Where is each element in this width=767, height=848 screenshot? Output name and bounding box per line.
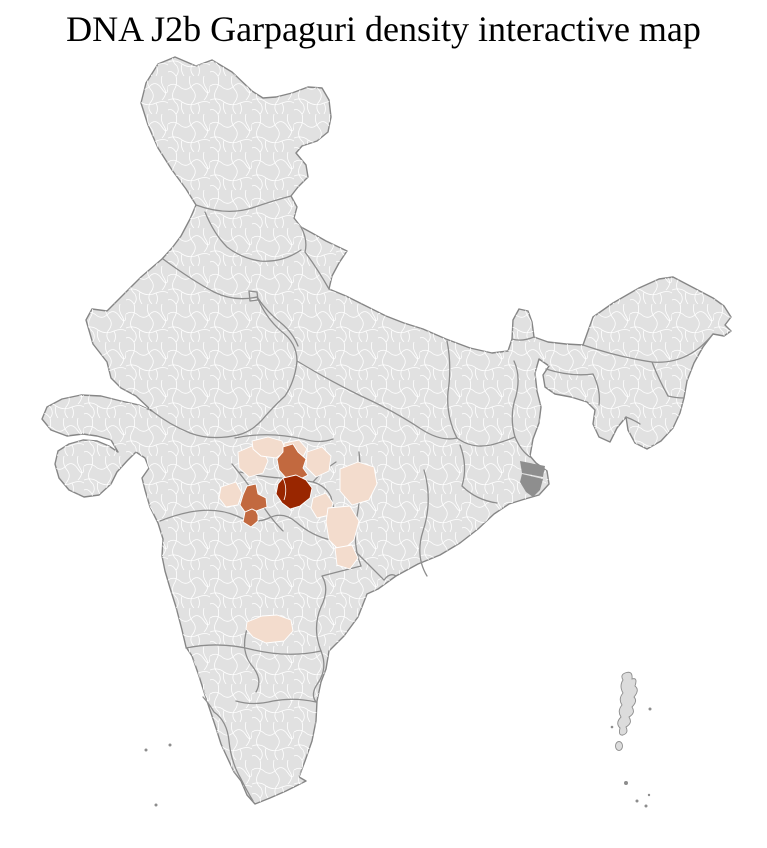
state-line — [514, 436, 531, 458]
sundarbans-patch — [520, 461, 545, 477]
state-line — [204, 211, 302, 262]
andaman-nicobar-islands — [610, 671, 652, 808]
districts-medium-density — [239, 443, 309, 528]
state-line — [315, 565, 362, 652]
districts-high-density — [275, 474, 313, 510]
island-dot — [610, 725, 614, 729]
island-dot — [154, 803, 158, 807]
state-line — [235, 698, 317, 705]
island — [615, 741, 623, 751]
state-line — [185, 644, 322, 655]
state-line — [234, 434, 334, 443]
districts-low-density — [218, 436, 378, 644]
state-line — [202, 696, 254, 802]
state-line — [159, 509, 385, 581]
district-mesh — [42, 57, 731, 804]
state-line — [300, 226, 330, 290]
island-dot — [144, 748, 148, 752]
state-line — [195, 195, 292, 212]
sundarbans-delta — [520, 461, 545, 497]
state-line — [162, 258, 258, 300]
island-dot — [644, 804, 648, 808]
state-line — [459, 444, 498, 504]
andaman-main-island — [617, 671, 638, 736]
district-medium-density[interactable] — [276, 443, 309, 481]
state-line — [419, 469, 429, 577]
state-line — [511, 336, 535, 341]
lakshadweep-islands — [144, 743, 172, 807]
state-line — [456, 436, 516, 447]
district-low-density[interactable] — [218, 481, 243, 508]
state-line — [446, 340, 458, 439]
island-dot — [624, 781, 628, 785]
district-low-density[interactable] — [245, 614, 294, 644]
state-line — [296, 360, 458, 440]
state-line — [625, 416, 641, 425]
district-medium-density[interactable] — [242, 508, 259, 528]
page-title: DNA J2b Garpaguri density interactive ma… — [66, 9, 701, 49]
island-dot — [647, 793, 651, 797]
state-line — [651, 361, 685, 399]
state-line — [511, 360, 519, 438]
state-line — [312, 650, 325, 703]
district-low-density[interactable] — [305, 446, 332, 478]
state-line — [256, 296, 299, 347]
island-dot — [635, 799, 639, 803]
state-line — [545, 368, 601, 406]
island-dot — [648, 707, 652, 711]
island-dot — [168, 743, 172, 747]
district-inner-line — [282, 477, 287, 501]
state-line — [151, 410, 239, 439]
district-low-density[interactable] — [339, 461, 378, 506]
district-low-density[interactable] — [334, 544, 359, 570]
state-line — [237, 296, 298, 436]
sundarbans-patch — [520, 474, 543, 497]
state-line — [243, 628, 260, 693]
state-line — [383, 574, 397, 581]
